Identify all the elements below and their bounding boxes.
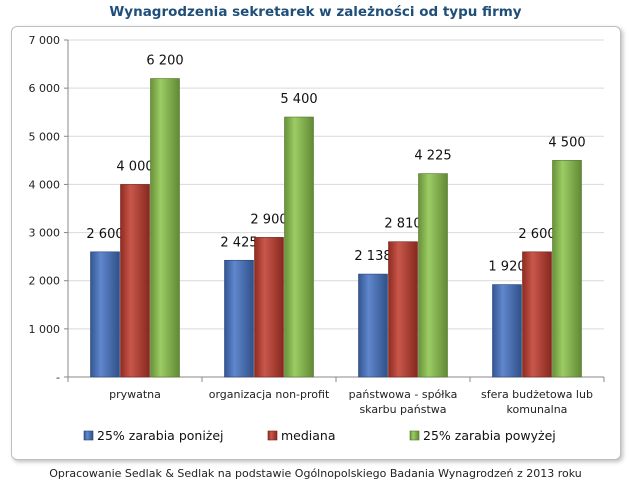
y-tick-label: 5 000 [29, 130, 61, 143]
chart-title: Wynagrodzenia sekretarek w zależności od… [109, 4, 522, 20]
data-label: 2 138 [354, 249, 391, 264]
legend-swatch [83, 430, 94, 441]
bar [150, 78, 180, 378]
bar [90, 251, 120, 378]
data-label: 4 225 [414, 149, 451, 164]
legend-swatch [409, 430, 420, 441]
data-label: 1 920 [488, 260, 525, 275]
y-tick-label: 4 000 [29, 178, 61, 191]
chart-frame [11, 26, 621, 460]
bar [254, 237, 284, 378]
y-tick-label: 2 000 [29, 275, 61, 288]
data-label: 4 500 [548, 135, 585, 150]
bar [522, 251, 552, 378]
y-tick-label: - [56, 371, 60, 384]
legend-label: 25% zarabia poniżej [97, 428, 224, 443]
data-label: 6 200 [146, 54, 183, 69]
y-tick-label: 1 000 [29, 323, 61, 336]
data-label: 2 425 [220, 235, 257, 250]
category-label: państwowa - spółka [349, 388, 458, 401]
bar [224, 259, 254, 378]
bar [418, 173, 448, 378]
legend-swatch [267, 430, 278, 441]
bar [492, 284, 522, 378]
data-label: 4 000 [116, 159, 153, 174]
bar [120, 184, 150, 378]
category-label: organizacja non-profit [209, 388, 330, 401]
data-label: 5 400 [280, 92, 317, 107]
y-tick-label: 7 000 [29, 34, 61, 47]
data-label: 2 600 [518, 227, 555, 242]
legend-label: mediana [281, 428, 336, 443]
category-label: sfera budżetowa lub [481, 388, 593, 401]
data-label: 2 810 [384, 217, 421, 232]
source-footer: Opracowanie Sedlak & Sedlak na podstawie… [49, 467, 582, 480]
data-label: 2 600 [86, 227, 123, 242]
bar [388, 241, 418, 378]
category-label: skarbu państwa [359, 403, 446, 416]
bar [358, 273, 388, 378]
bar [552, 160, 582, 378]
bar [284, 116, 314, 378]
category-label: prywatna [109, 388, 161, 401]
legend-label: 25% zarabia powyżej [423, 428, 556, 443]
y-tick-label: 3 000 [29, 227, 61, 240]
data-label: 2 900 [250, 212, 287, 227]
category-label: komunalna [507, 403, 568, 416]
y-tick-label: 6 000 [29, 82, 61, 95]
